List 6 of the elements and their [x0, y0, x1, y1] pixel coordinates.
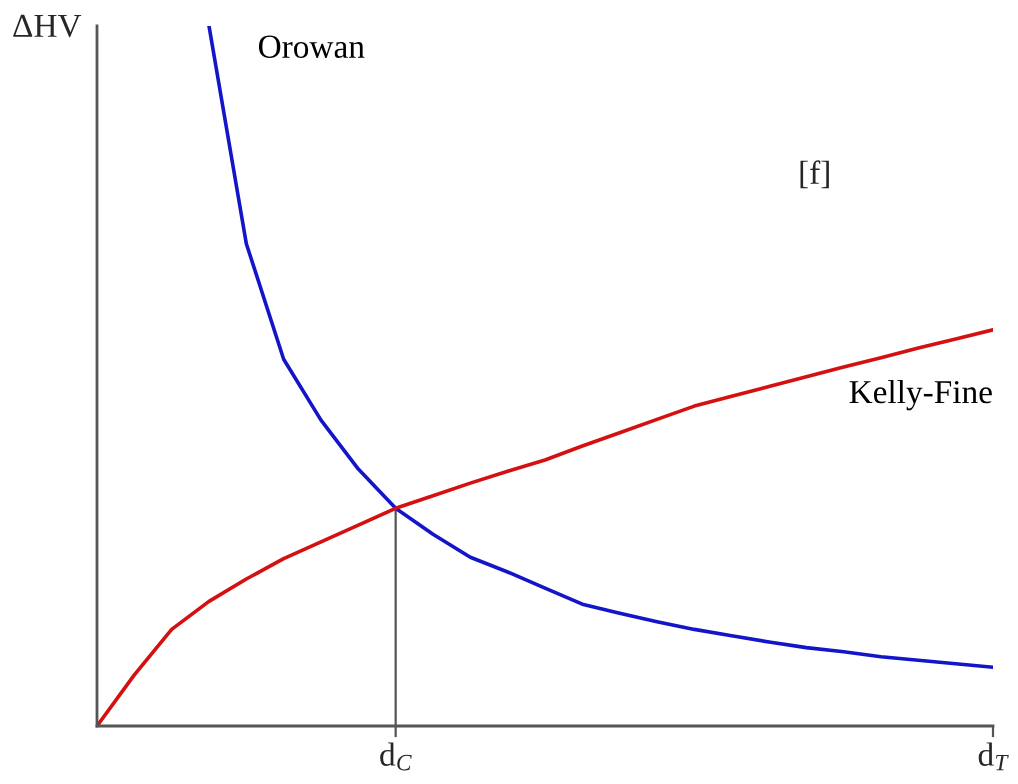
- y-axis-title: ΔHV: [13, 14, 82, 38]
- x-tick-label: d$_{T}$: [978, 742, 1009, 771]
- x-tick-label: d$_{C}$: [380, 742, 412, 771]
- series-label: Orowan: [258, 35, 365, 58]
- annotation: [f]: [800, 160, 829, 189]
- series-label: Kelly-Fine: [849, 379, 992, 411]
